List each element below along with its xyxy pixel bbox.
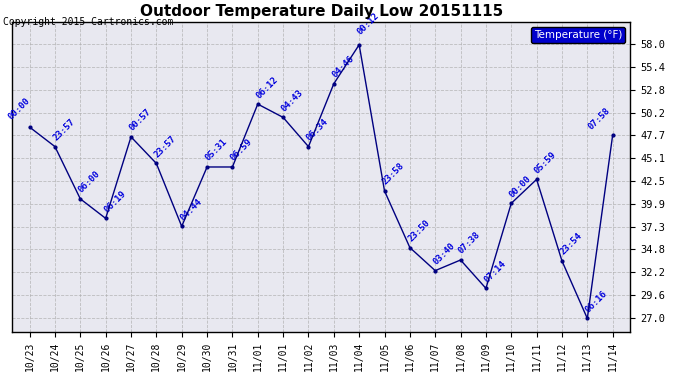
Text: 04:43: 04:43 bbox=[279, 88, 305, 113]
Text: 00:00: 00:00 bbox=[7, 96, 32, 122]
Text: 07:14: 07:14 bbox=[482, 259, 508, 284]
Text: 07:58: 07:58 bbox=[587, 106, 612, 131]
Text: 03:40: 03:40 bbox=[432, 241, 457, 267]
Legend: Temperature (°F): Temperature (°F) bbox=[531, 27, 625, 43]
Text: 00:57: 00:57 bbox=[128, 107, 152, 133]
Text: 00:12: 00:12 bbox=[355, 11, 381, 36]
Text: 06:16: 06:16 bbox=[584, 289, 609, 314]
Title: Outdoor Temperature Daily Low 20151115: Outdoor Temperature Daily Low 20151115 bbox=[139, 4, 503, 19]
Text: Copyright 2015 Cartronics.com: Copyright 2015 Cartronics.com bbox=[3, 17, 174, 27]
Text: 23:50: 23:50 bbox=[406, 218, 432, 243]
Text: 06:34: 06:34 bbox=[305, 117, 331, 142]
Text: 07:38: 07:38 bbox=[457, 231, 482, 256]
Text: 06:12: 06:12 bbox=[254, 75, 279, 100]
Text: 00:00: 00:00 bbox=[508, 174, 533, 199]
Text: 23:58: 23:58 bbox=[381, 161, 406, 187]
Text: 04:44: 04:44 bbox=[178, 197, 204, 222]
Text: 06:59: 06:59 bbox=[229, 138, 254, 163]
Text: 23:57: 23:57 bbox=[51, 117, 77, 142]
Text: 06:19: 06:19 bbox=[102, 189, 128, 214]
Text: 23:57: 23:57 bbox=[152, 134, 178, 159]
Text: 04:46: 04:46 bbox=[331, 54, 355, 80]
Text: 05:31: 05:31 bbox=[204, 138, 229, 163]
Text: 23:54: 23:54 bbox=[558, 231, 584, 257]
Text: 05:59: 05:59 bbox=[533, 150, 558, 175]
Text: 06:00: 06:00 bbox=[77, 170, 102, 195]
